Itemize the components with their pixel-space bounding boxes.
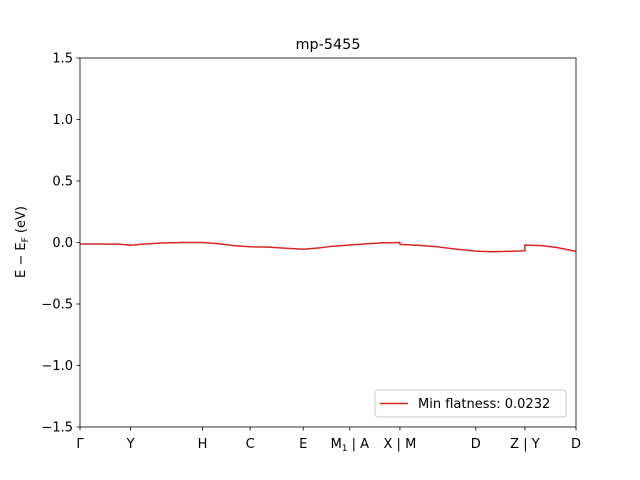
- y-tick-label: −1.5: [41, 421, 73, 436]
- x-tick-label: C: [246, 437, 255, 452]
- chart-title: mp-5455: [296, 37, 361, 53]
- legend-label: Min flatness: 0.0232: [418, 397, 550, 412]
- x-tick-label: M1 | A: [331, 437, 370, 454]
- x-tick-label: Γ: [76, 437, 84, 452]
- y-ticks: 1.5 1.0 0.5 0.0 −0.5 −1.0 −1.5: [41, 52, 80, 436]
- legend: Min flatness: 0.0232: [374, 389, 567, 418]
- y-tick-label: 0.5: [52, 175, 73, 190]
- x-tick-label: E: [299, 437, 307, 452]
- y-tick-label: 1.0: [52, 113, 73, 128]
- x-tick-label: X | M: [384, 437, 417, 452]
- x-tick-label: Y: [126, 437, 135, 452]
- y-tick-label: −0.5: [41, 298, 73, 313]
- series-lines: [80, 241, 577, 253]
- plot-frame: [79, 57, 577, 428]
- series-line: [80, 241, 577, 253]
- y-tick-label: 0.0: [52, 236, 73, 251]
- svg-text:E − EF (eV): E − EF (eV): [14, 206, 31, 278]
- legend-box: [374, 389, 567, 418]
- y-axis-label: E − EF (eV): [14, 206, 31, 278]
- y-tick-label: −1.0: [41, 359, 73, 374]
- x-tick-label: Z | Y: [510, 437, 540, 452]
- x-ticks: Γ Y H C E M1 | A X | M D Z | Y D: [76, 427, 581, 454]
- x-tick-label: D: [471, 437, 481, 452]
- x-tick-label: H: [198, 437, 208, 452]
- x-tick-label: D: [571, 437, 581, 452]
- y-tick-label: 1.5: [52, 52, 73, 67]
